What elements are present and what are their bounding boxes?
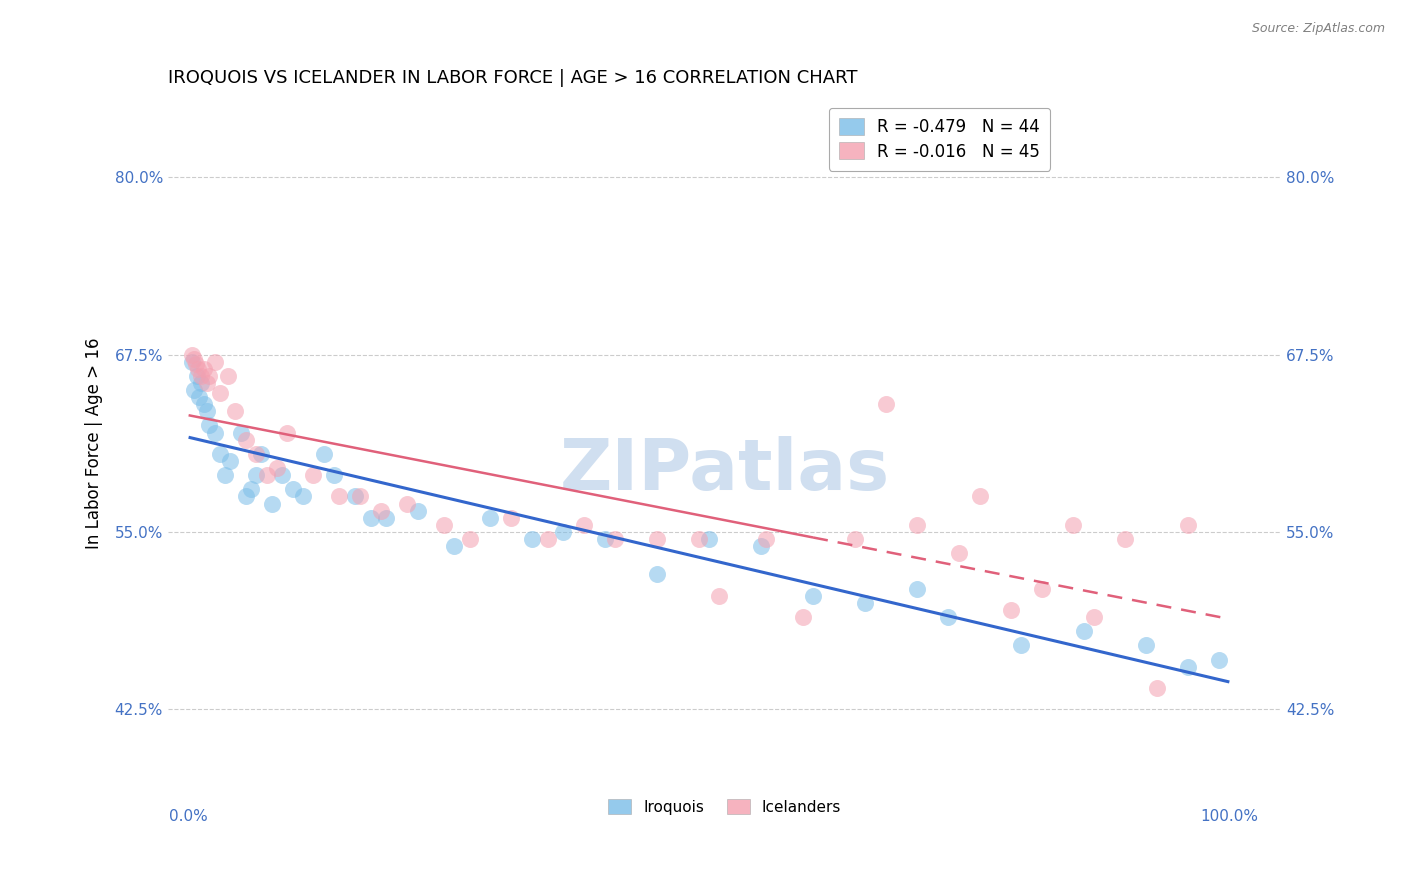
Point [801, 589, 824, 603]
Point [875, 397, 897, 411]
Point [709, 589, 731, 603]
Legend: Iroquois, Icelanders: Iroquois, Icelanders [602, 793, 848, 821]
Point [193, 397, 215, 411]
Point [375, 510, 398, 524]
Point [349, 490, 371, 504]
Point [948, 546, 970, 560]
Point [645, 567, 668, 582]
Point [1073, 624, 1095, 639]
Point [645, 532, 668, 546]
Point [276, 425, 298, 440]
Point [938, 610, 960, 624]
Point [245, 468, 267, 483]
Point [443, 539, 465, 553]
Point [1062, 517, 1084, 532]
Point [250, 447, 273, 461]
Point [396, 496, 419, 510]
Point [1177, 659, 1199, 673]
Point [195, 404, 218, 418]
Point [553, 524, 575, 539]
Point [183, 383, 205, 397]
Point [1135, 639, 1157, 653]
Point [204, 425, 226, 440]
Point [537, 532, 560, 546]
Point [186, 368, 208, 383]
Point [344, 490, 367, 504]
Point [208, 447, 231, 461]
Point [755, 532, 778, 546]
Point [183, 351, 205, 366]
Point [853, 596, 876, 610]
Point [605, 532, 627, 546]
Point [1010, 639, 1032, 653]
Point [214, 468, 236, 483]
Text: Source: ZipAtlas.com: Source: ZipAtlas.com [1251, 22, 1385, 36]
Point [370, 503, 392, 517]
Text: 0.0%: 0.0% [169, 808, 208, 823]
Text: ZIPatlas: ZIPatlas [560, 436, 890, 505]
Point [905, 517, 928, 532]
Point [593, 532, 616, 546]
Point [792, 610, 814, 624]
Point [360, 510, 382, 524]
Point [501, 510, 523, 524]
Text: 100.0%: 100.0% [1201, 808, 1258, 823]
Point [323, 468, 346, 483]
Point [266, 461, 288, 475]
Point [219, 454, 242, 468]
Point [198, 418, 221, 433]
Point [1114, 532, 1136, 546]
Point [224, 404, 246, 418]
Point [188, 390, 211, 404]
Point [256, 468, 278, 483]
Point [458, 532, 481, 546]
Point [1208, 652, 1230, 666]
Point [1177, 517, 1199, 532]
Point [187, 361, 209, 376]
Point [195, 376, 218, 390]
Point [184, 358, 207, 372]
Point [235, 433, 257, 447]
Point [217, 368, 239, 383]
Point [328, 490, 350, 504]
Point [180, 347, 202, 361]
Point [1031, 582, 1053, 596]
Point [688, 532, 710, 546]
Point [312, 447, 335, 461]
Point [193, 361, 215, 376]
Point [229, 425, 252, 440]
Point [281, 483, 304, 497]
Point [749, 539, 772, 553]
Point [969, 490, 991, 504]
Point [844, 532, 866, 546]
Point [1146, 681, 1168, 695]
Y-axis label: In Labor Force | Age > 16: In Labor Force | Age > 16 [86, 337, 103, 549]
Point [697, 532, 720, 546]
Text: IROQUOIS VS ICELANDER IN LABOR FORCE | AGE > 16 CORRELATION CHART: IROQUOIS VS ICELANDER IN LABOR FORCE | A… [167, 69, 858, 87]
Point [260, 496, 283, 510]
Point [190, 368, 212, 383]
Point [235, 490, 257, 504]
Point [1000, 603, 1022, 617]
Point [302, 468, 325, 483]
Point [271, 468, 294, 483]
Point [204, 354, 226, 368]
Point [292, 490, 315, 504]
Point [245, 447, 267, 461]
Point [406, 503, 429, 517]
Point [479, 510, 502, 524]
Point [520, 532, 543, 546]
Point [190, 376, 212, 390]
Point [208, 385, 231, 400]
Point [198, 368, 221, 383]
Point [572, 517, 595, 532]
Point [432, 517, 454, 532]
Point [905, 582, 928, 596]
Point [1083, 610, 1105, 624]
Point [180, 354, 202, 368]
Point [240, 483, 263, 497]
